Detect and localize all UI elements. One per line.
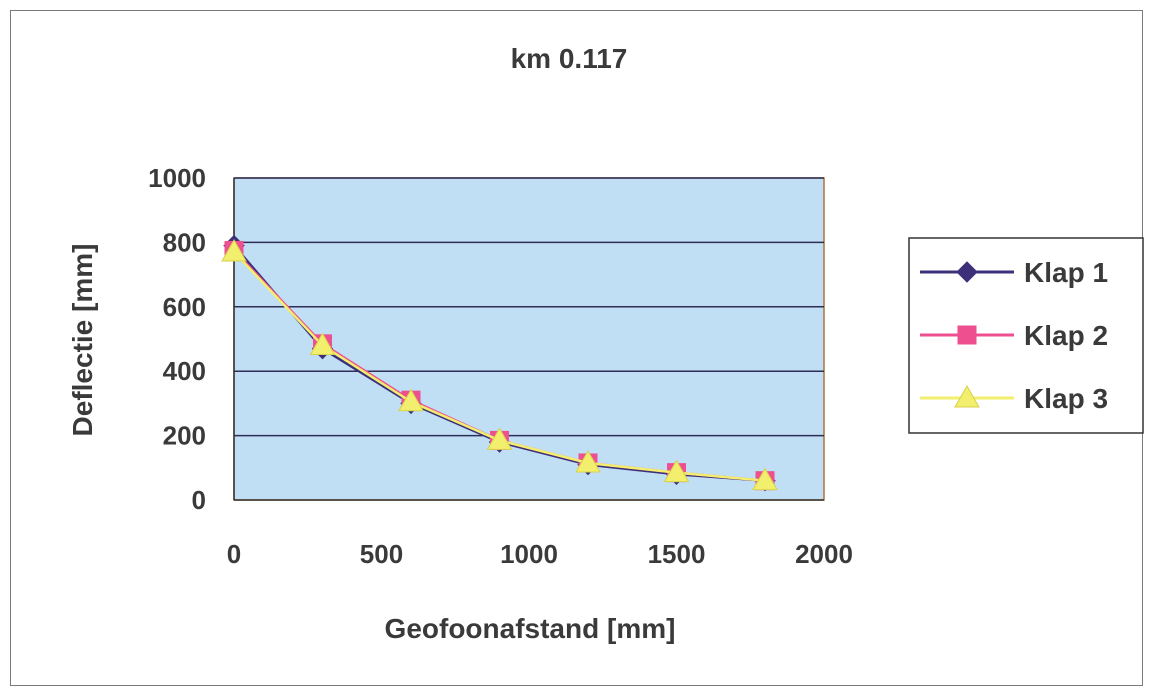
x-tick-label: 2000 xyxy=(795,539,853,569)
series-layer xyxy=(221,234,778,492)
legend-item: Klap 2 xyxy=(920,320,1108,351)
y-tick-label: 0 xyxy=(192,485,206,515)
gridlines xyxy=(234,177,824,437)
y-tick-label: 600 xyxy=(163,292,206,322)
y-tick-label: 800 xyxy=(163,227,206,257)
data-point xyxy=(309,332,336,355)
legend-items: Klap 1 Klap 2 Klap 3 xyxy=(920,257,1108,414)
legend-label: Klap 1 xyxy=(1024,257,1108,288)
y-tick-label: 400 xyxy=(163,356,206,386)
x-tick-label: 500 xyxy=(360,539,403,569)
data-point xyxy=(575,449,601,473)
legend-item: Klap 1 xyxy=(920,257,1108,288)
legend: Klap 1 Klap 2 Klap 3 xyxy=(908,237,1144,434)
y-tick-labels: 0 200 400 600 800 1000 xyxy=(148,163,206,515)
legend-marker xyxy=(956,261,978,283)
legend-label: Klap 2 xyxy=(1024,320,1108,351)
y-axis-title: Deflectie [mm] xyxy=(67,244,98,437)
x-axis-title: Geofoonafstand [mm] xyxy=(385,613,676,644)
plot-area xyxy=(233,177,825,501)
data-point xyxy=(752,467,778,491)
axes xyxy=(233,178,824,501)
chart-title: km 0.117 xyxy=(511,43,628,74)
legend-marker xyxy=(957,325,977,345)
x-tick-label: 1500 xyxy=(648,539,706,569)
y-tick-label: 1000 xyxy=(148,163,206,193)
series-3 xyxy=(221,239,778,491)
x-tick-label: 1000 xyxy=(500,539,558,569)
data-point xyxy=(486,427,513,450)
data-point xyxy=(663,459,690,483)
legend-item: Klap 3 xyxy=(920,383,1108,414)
data-point xyxy=(398,388,424,412)
y-tick-label: 200 xyxy=(163,421,206,451)
x-tick-label: 0 xyxy=(227,539,241,569)
data-point xyxy=(221,239,247,262)
legend-marker xyxy=(954,384,980,408)
x-tick-labels: 0 500 1000 1500 2000 xyxy=(227,539,853,569)
legend-label: Klap 3 xyxy=(1024,383,1108,414)
